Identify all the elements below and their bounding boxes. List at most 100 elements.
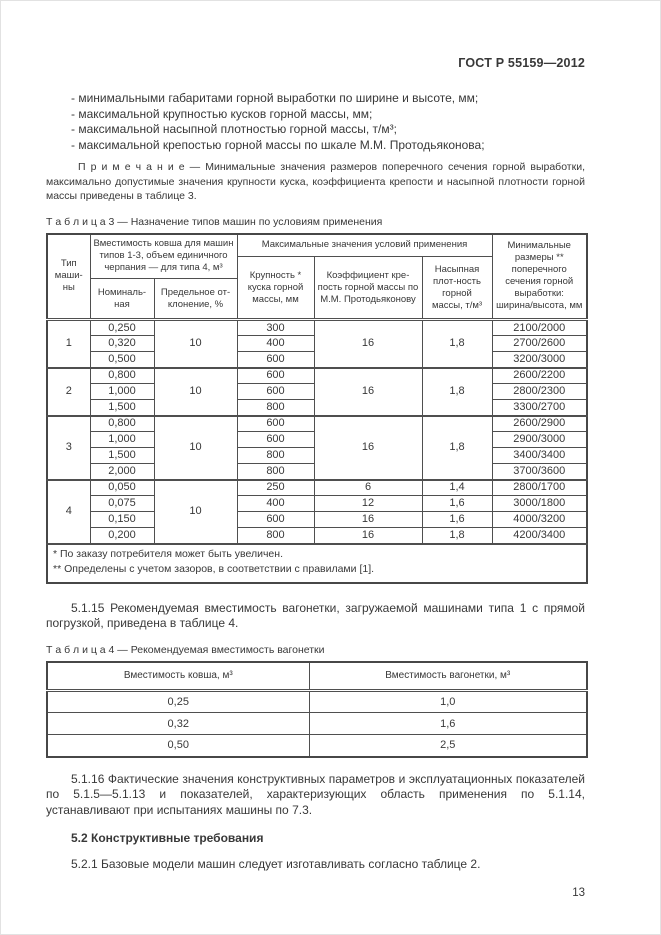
cell-min-size: 3200/3000 [491,351,588,368]
table-row: 1,500 800 3400/3400 [47,447,588,464]
cell-nominal: 0,320 [89,335,155,352]
table-row: 3 0,800 10 600 16 1,8 2600/2900 [46,414,588,480]
cell-nominal: 0,200 [89,527,155,544]
table3-footnotes: * По заказу потребителя может быть увели… [46,542,588,583]
footnote-line: ** Определены с учетом зазоров, в соотве… [53,562,375,575]
cell-lump: 600 [236,351,315,368]
cell-lump: 800 [236,527,315,544]
table-row: 1,000 600 2900/3000 [47,431,588,448]
cell-bucket: 0,25 [46,690,310,713]
cell-type: 2 [46,366,91,416]
table4-body: 0,25 1,0 0,32 1,6 0,50 2,5 [46,690,588,757]
table3-header-density: Насыпная плот-ность горной массы, т/м³ [421,256,493,321]
table3-header-nominal: Номиналь-ная [89,278,155,321]
cell-deviation: 10 [153,319,238,368]
table-row: 0,32 1,6 [46,712,588,735]
bullet-item: - максимальной насыпной плотностью горно… [71,122,397,136]
bullet-item: - минимальными габаритами горной выработ… [71,91,479,105]
cell-coeff: 16 [313,414,423,480]
table4-header-bucket: Вместимость ковша, м³ [46,661,310,692]
paragraph-5-1-16: 5.1.16 Фактические значения конструктивн… [46,771,585,817]
cell-lump: 600 [236,431,315,448]
cell-lump: 250 [236,478,315,496]
cell-deviation: 10 [153,366,238,416]
table4-head: Вместимость ковша, м³ Вместимость вагоне… [46,661,588,692]
cell-density: 1,6 [421,495,493,512]
cell-nominal: 0,050 [89,478,155,496]
table3-footnote-row: * По заказу потребителя может быть увели… [46,542,588,583]
note-paragraph: П р и м е ч а н и е — Минимальные значен… [46,161,585,202]
table3-body: 1 0,250 10 300 16 1,8 2100/2000 0,320 40… [46,319,588,583]
cell-min-size: 4000/3200 [491,511,588,528]
cell-min-size: 2800/2300 [491,383,588,400]
table4: Вместимость ковша, м³ Вместимость вагоне… [46,660,588,758]
table-row: 0,25 1,0 [46,690,588,713]
cell-nominal: 1,500 [89,399,155,416]
cell-min-size: 3400/3400 [491,447,588,464]
paragraph-5-1-15: 5.1.15 Рекомендуемая вместимость вагонет… [46,600,585,631]
cell-min-size: 4200/3400 [491,527,588,544]
cell-nominal: 0,800 [89,366,155,384]
bullet-item: - максимальной крепостью горной массы по… [71,137,485,152]
table3-head: Тип маши-ны Вместимость ковша для машин … [46,233,588,321]
cell-coeff: 16 [313,319,423,368]
cell-min-size: 2600/2900 [491,414,588,432]
cell-density: 1,4 [421,478,493,496]
cell-coeff: 12 [313,495,423,512]
cell-min-size: 3000/1800 [491,495,588,512]
cell-coeff: 16 [313,366,423,416]
table-row: 0,150 600 16 1,6 4000/3200 [47,511,588,528]
cell-bucket: 0,32 [46,712,310,735]
cell-min-size: 2600/2200 [491,366,588,384]
cell-nominal: 1,500 [89,447,155,464]
table-row: 1,500 800 3300/2700 [47,399,588,416]
cell-nominal: 1,000 [89,431,155,448]
doc-code: ГОСТ Р 55159—2012 [458,56,585,70]
table-row: 0,50 2,5 [46,734,588,757]
cell-nominal: 0,150 [89,511,155,528]
cell-min-size: 3300/2700 [491,399,588,416]
table-row: 0,075 400 12 1,6 3000/1800 [47,495,588,512]
table3-header-lump: Крупность * куска горной массы, мм [236,256,315,321]
table3-header-capacity: Вместимость ковша для машин типов 1-3, о… [89,233,238,279]
footnote-line: * По заказу потребителя может быть увели… [53,547,283,560]
table3-header-min-size: Минимальные размеры ** поперечного сечен… [491,233,588,321]
cell-lump: 600 [236,511,315,528]
page-number: 13 [572,887,585,899]
table-row: 2,000 800 3700/3600 [47,463,588,480]
cell-lump: 400 [236,335,315,352]
cell-nominal: 2,000 [89,463,155,480]
cell-nominal: 0,800 [89,414,155,432]
cell-coeff: 6 [313,478,423,496]
cell-min-size: 2900/3000 [491,431,588,448]
cell-nominal: 0,250 [89,319,155,336]
table3-header-max-conditions: Максимальные значения условий применения [236,233,493,257]
paragraph-5-2-1: 5.2.1 Базовые модели машин следует изгот… [71,856,481,871]
cell-nominal: 0,500 [89,351,155,368]
cell-lump: 800 [236,463,315,480]
cell-density: 1,8 [421,319,493,368]
cell-type: 4 [46,478,91,544]
table-row: 4 0,050 10 250 6 1,4 2800/1700 [46,478,588,544]
cell-min-size: 3700/3600 [491,463,588,480]
cell-min-size: 2800/1700 [491,478,588,496]
cell-deviation: 10 [153,414,238,480]
heading-5-2: 5.2 Конструктивные требования [71,831,264,845]
cell-lump: 600 [236,366,315,384]
cell-density: 1,6 [421,511,493,528]
cell-density: 1,8 [421,414,493,480]
cell-nominal: 1,000 [89,383,155,400]
cell-nominal: 0,075 [89,495,155,512]
table4-caption: Т а б л и ц а 4 — Рекомендуемая вместимо… [46,643,325,656]
table-row: Вместимость ковша, м³ Вместимость вагоне… [46,661,588,692]
table3-caption: Т а б л и ц а 3 — Назначение типов машин… [46,215,383,228]
cell-min-size: 2700/2600 [491,335,588,352]
table4-header-wagon: Вместимость вагонетки, м³ [308,661,588,692]
table-row: 0,200 800 16 1,8 4200/3400 [47,527,588,544]
table-row: 2 0,800 10 600 16 1,8 2600/2200 [46,366,588,416]
cell-wagon: 1,6 [308,712,588,735]
cell-type: 1 [46,319,91,368]
cell-min-size: 2100/2000 [491,319,588,336]
table-row: 0,500 600 3200/3000 [47,351,588,368]
